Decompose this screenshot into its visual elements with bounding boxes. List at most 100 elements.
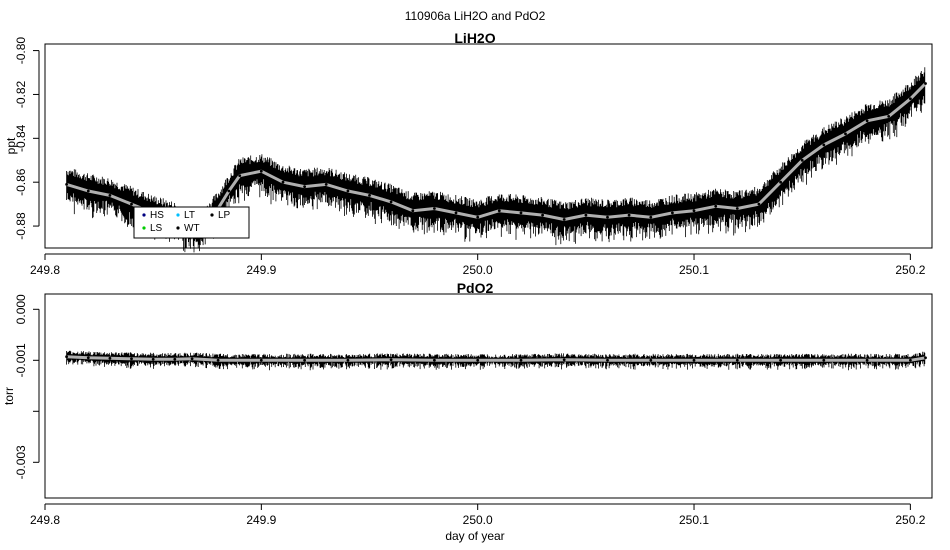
data-point <box>649 215 653 219</box>
data-point <box>519 358 523 362</box>
data-point <box>259 169 263 173</box>
x-tick-label: 250.2 <box>895 513 925 527</box>
data-point <box>519 211 523 215</box>
legend-label: LS <box>150 223 163 234</box>
data-point <box>606 358 609 362</box>
lih2o-legend: HS LT LP LS WT <box>133 206 250 239</box>
data-point <box>800 158 804 162</box>
data-point <box>779 180 782 184</box>
pdo2-title: PdO2 <box>457 280 494 296</box>
data-point <box>324 183 328 186</box>
y-tick-label: -0.88 <box>14 212 28 240</box>
data-point <box>649 358 653 362</box>
data-point <box>779 358 782 362</box>
data-point <box>227 189 231 193</box>
pdo2-y-axis-label: torr <box>2 387 16 405</box>
legend-marker <box>210 213 214 217</box>
data-point <box>108 356 112 360</box>
legend-label: WT <box>184 223 200 234</box>
legend-label: HS <box>150 210 164 221</box>
data-point <box>411 209 415 213</box>
data-point <box>844 132 847 136</box>
data-point <box>216 358 220 362</box>
data-point <box>476 358 480 362</box>
data-point <box>346 358 350 362</box>
x-tick-label: 249.8 <box>30 513 60 527</box>
data-point <box>606 215 609 219</box>
data-point <box>108 194 112 197</box>
data-point <box>86 356 90 360</box>
data-point <box>865 119 869 123</box>
data-point <box>735 358 739 362</box>
lih2o-plot-frame <box>44 43 933 249</box>
data-point <box>735 207 739 210</box>
data-point <box>65 183 68 186</box>
y-tick-label: -0.82 <box>14 80 28 108</box>
data-point <box>454 211 458 215</box>
data-point <box>692 209 696 213</box>
legend-marker <box>176 213 180 217</box>
data-point <box>281 180 285 184</box>
pdo2-panel: PdO2 249.8 249.9 250.0 250.1 250.2 -0.003-0.… <box>2 280 933 527</box>
data-point <box>822 143 826 147</box>
data-point <box>151 357 155 361</box>
data-point <box>562 358 566 362</box>
data-point <box>924 82 927 85</box>
data-point <box>909 97 912 101</box>
x-tick-label: 249.8 <box>30 263 60 277</box>
data-point <box>584 213 588 217</box>
data-point <box>346 189 350 193</box>
data-point <box>671 211 674 215</box>
data-point <box>86 189 90 193</box>
x-tick-label: 250.0 <box>463 263 493 277</box>
data-point <box>259 358 263 362</box>
x-axis-label: day of year <box>445 529 504 543</box>
data-point <box>303 185 306 189</box>
data-point <box>65 355 68 359</box>
legend-label: LP <box>218 210 231 221</box>
data-point <box>627 213 631 217</box>
data-point <box>865 358 869 362</box>
data-point <box>757 202 761 206</box>
x-tick-label: 250.1 <box>679 513 709 527</box>
data-point <box>130 357 133 361</box>
data-point <box>238 174 242 178</box>
data-point <box>433 207 436 210</box>
lih2o-title: LiH2O <box>454 30 495 46</box>
data-point <box>822 358 826 362</box>
pdo2-x-axis: 249.8 249.9 250.0 250.1 250.2 <box>30 503 926 527</box>
x-tick-label: 250.2 <box>895 263 925 277</box>
y-tick-label: -0.80 <box>14 37 28 65</box>
y-tick-label: 0.000 <box>14 294 28 324</box>
y-tick-label: -0.003 <box>14 445 28 479</box>
lih2o-y-axis: -0.88 -0.86 -0.84 -0.82 -0.80 <box>14 37 40 240</box>
data-point <box>692 358 696 362</box>
data-point <box>497 209 501 213</box>
data-point <box>303 358 306 362</box>
data-point <box>541 213 544 217</box>
data-point <box>887 115 891 118</box>
pdo2-trace <box>65 350 927 371</box>
y-tick-label: -0.84 <box>14 124 28 152</box>
data-point <box>130 202 133 206</box>
y-tick-label: -0.001 <box>14 343 28 377</box>
legend-marker <box>142 226 146 230</box>
legend-label: LT <box>184 210 195 221</box>
data-point <box>173 357 177 361</box>
data-point <box>190 357 194 361</box>
lih2o-y-axis-label: ppt <box>4 137 18 154</box>
y-tick-label: -0.86 <box>14 168 28 196</box>
lih2o-x-axis: 249.8 249.9 250.0 250.1 250.2 <box>30 253 926 277</box>
data-point <box>433 358 436 362</box>
legend-marker <box>142 213 146 217</box>
data-point <box>389 200 393 204</box>
figure-title: 110906a LiH2O and PdO2 <box>405 9 546 23</box>
data-point <box>389 358 393 362</box>
data-point <box>909 358 912 362</box>
pdo2-plot-frame <box>44 293 933 499</box>
legend-box <box>133 206 250 239</box>
x-tick-label: 250.0 <box>463 513 493 527</box>
data-point <box>924 356 927 360</box>
legend-marker <box>176 226 180 230</box>
